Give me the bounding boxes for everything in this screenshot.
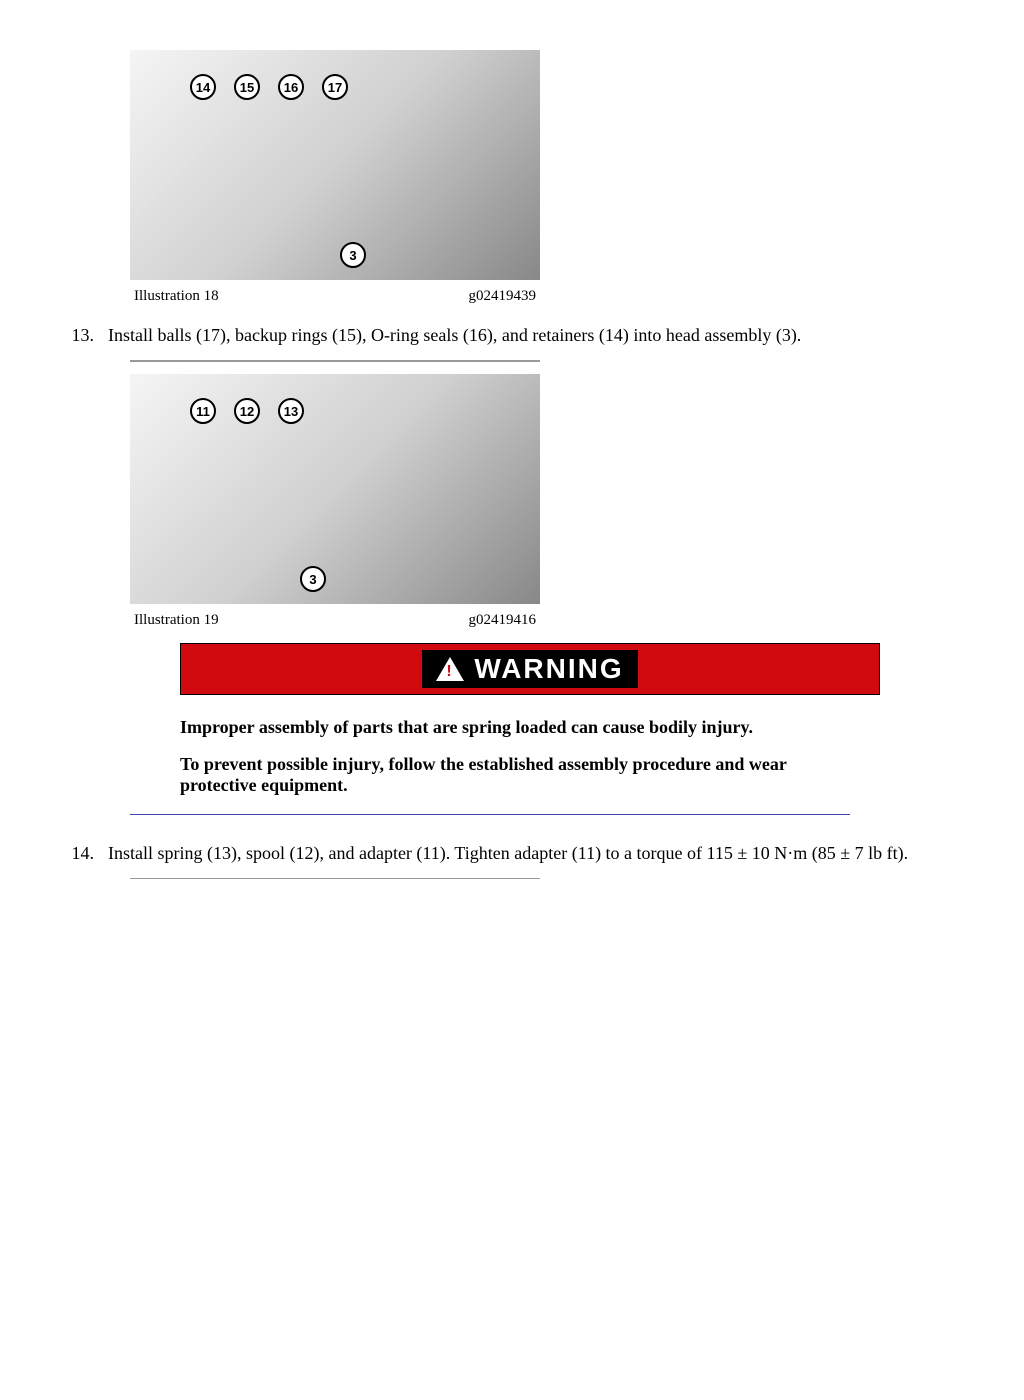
step-13-text: Install balls (17), backup rings (15), O… — [108, 325, 964, 346]
callout-3a: 3 — [340, 242, 366, 268]
callout-14: 14 — [190, 74, 216, 100]
figure-18-label: Illustration 18 — [134, 288, 219, 305]
figure-19-callouts: 11 12 13 — [130, 374, 304, 424]
callout-15: 15 — [234, 74, 260, 100]
divider-2 — [130, 814, 850, 815]
figure-18-callouts: 14 15 16 17 — [130, 50, 348, 100]
warning-para-1: Improper assembly of parts that are spri… — [180, 717, 820, 738]
warning-label: WARNING — [474, 653, 623, 685]
step-14-text: Install spring (13), spool (12), and ada… — [108, 843, 964, 864]
figure-18-caption: Illustration 18 g02419439 — [130, 288, 540, 305]
illustration-19-image: 11 12 13 3 — [130, 374, 540, 604]
figure-19: 11 12 13 3 Illustration 19 g02419416 — [130, 361, 540, 629]
figure-19-label: Illustration 19 — [134, 612, 219, 629]
warning-inner: WARNING — [422, 650, 637, 688]
warning-text: Improper assembly of parts that are spri… — [180, 717, 820, 796]
step-14-number: 14. — [60, 843, 108, 864]
figure-18-id: g02419439 — [469, 288, 537, 305]
callout-11: 11 — [190, 398, 216, 424]
callout-13: 13 — [278, 398, 304, 424]
figure-19-id: g02419416 — [469, 612, 537, 629]
step-14: 14. Install spring (13), spool (12), and… — [60, 843, 964, 864]
warning-triangle-icon — [436, 657, 464, 681]
callout-17: 17 — [322, 74, 348, 100]
callout-3b: 3 — [300, 566, 326, 592]
figure-18: 14 15 16 17 3 Illustration 18 g02419439 — [130, 50, 540, 305]
divider-3 — [130, 878, 540, 879]
step-13-number: 13. — [60, 325, 108, 346]
callout-12: 12 — [234, 398, 260, 424]
warning-block: WARNING — [180, 643, 880, 695]
illustration-18-image: 14 15 16 17 3 — [130, 50, 540, 280]
warning-banner: WARNING — [180, 643, 880, 695]
step-13: 13. Install balls (17), backup rings (15… — [60, 325, 964, 346]
warning-para-2: To prevent possible injury, follow the e… — [180, 754, 820, 796]
figure-19-caption: Illustration 19 g02419416 — [130, 612, 540, 629]
callout-16: 16 — [278, 74, 304, 100]
